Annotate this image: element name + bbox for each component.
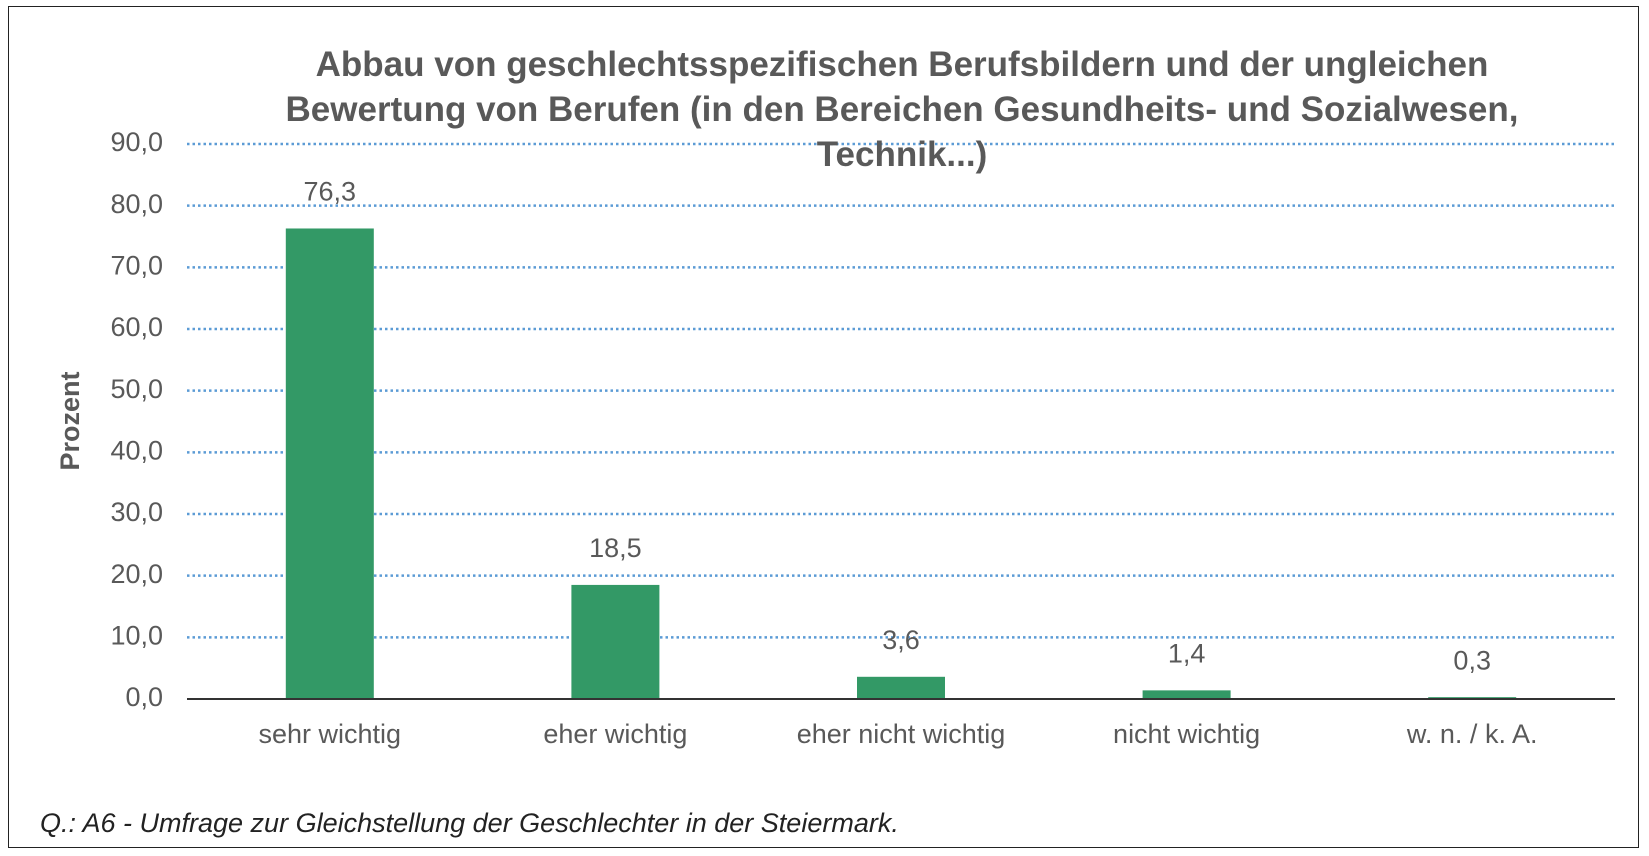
chart-title: Abbau von geschlechtsspezifischen Berufs… [285,45,1519,174]
bar [285,228,374,699]
y-tick-label: 70,0 [110,250,163,280]
y-tick-label: 90,0 [110,127,163,157]
frame [8,6,1639,848]
y-tick-label: 80,0 [110,189,163,219]
x-tick-label: w. n. / k. A. [1406,719,1538,749]
y-tick-label: 20,0 [110,559,163,589]
bar [857,676,945,699]
y-tick-label: 40,0 [110,435,163,465]
y-tick-label: 10,0 [110,620,163,650]
data-label: 3,6 [882,625,920,655]
data-label: 18,5 [589,533,642,563]
x-tick-label: eher wichtig [543,719,687,749]
data-label: 76,3 [304,177,357,207]
x-tick-label: eher nicht wichtig [797,719,1006,749]
caption: Q.: A6 - Umfrage zur Gleichstellung der … [40,808,899,838]
y-tick-label: 50,0 [110,374,163,404]
data-label: 0,3 [1453,645,1491,675]
x-tick-label: nicht wichtig [1113,719,1260,749]
y-tick-label: 60,0 [110,312,163,342]
y-tick-label: 30,0 [110,497,163,527]
y-tick-label: 0,0 [125,682,163,712]
x-tick-label: sehr wichtig [259,719,402,749]
bar [571,584,660,699]
y-axis-label: Prozent [55,371,85,470]
bar [1142,690,1231,699]
data-label: 1,4 [1168,638,1206,668]
